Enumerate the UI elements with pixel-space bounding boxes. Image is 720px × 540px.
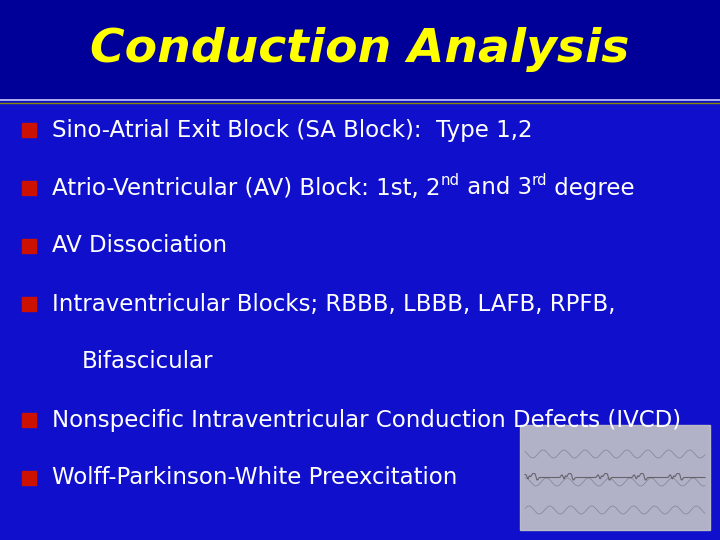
Text: Wolff-Parkinson-White Preexcitation: Wolff-Parkinson-White Preexcitation [52,467,457,489]
Text: Sino-Atrial Exit Block (SA Block):  Type 1,2: Sino-Atrial Exit Block (SA Block): Type … [52,118,533,141]
Text: nd: nd [441,173,459,188]
Text: Atrio-Ventricular (AV) Block: 1st, 2: Atrio-Ventricular (AV) Block: 1st, 2 [52,177,441,199]
Bar [22,239,36,253]
Text: Bifascicular: Bifascicular [82,350,214,374]
Bar [22,123,36,137]
Text: rd: rd [531,173,547,188]
Text: AV Dissociation: AV Dissociation [52,234,227,258]
Bar [22,471,36,485]
Text: and 3: and 3 [459,177,531,199]
Text: Intraventricular Blocks; RBBB, LBBB, LAFB, RPFB,: Intraventricular Blocks; RBBB, LBBB, LAF… [52,293,616,315]
Bar [22,297,36,311]
Text: degree: degree [547,177,635,199]
Bar [520,425,710,530]
Bar [22,181,36,195]
Text: Conduction Analysis: Conduction Analysis [90,28,630,72]
Bar [0,103,720,540]
Bar [22,413,36,427]
Bar [0,0,720,100]
Text: Nonspecific Intraventricular Conduction Defects (IVCD): Nonspecific Intraventricular Conduction … [52,408,681,431]
